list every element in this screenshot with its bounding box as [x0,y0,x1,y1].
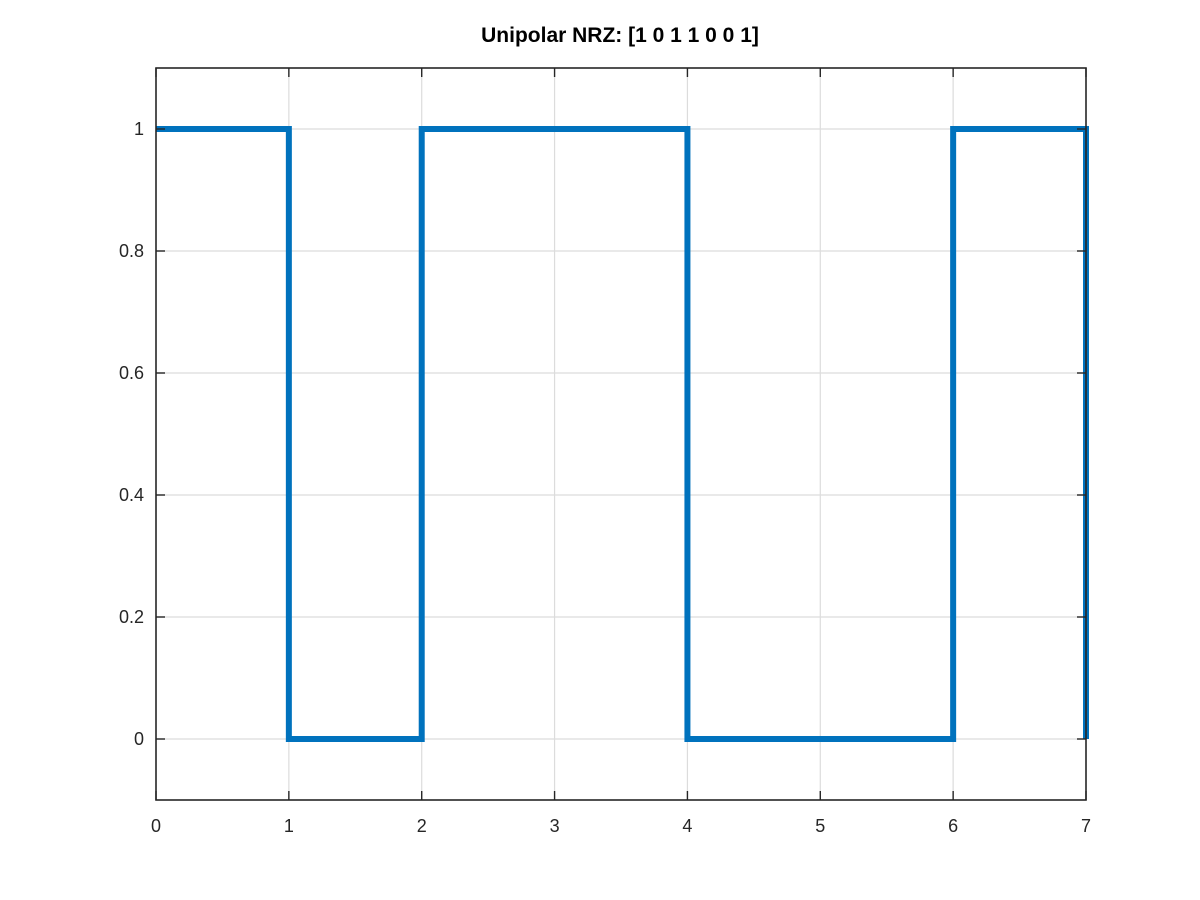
ticks [155,68,1087,800]
series-layer [156,126,1089,742]
y-tick-label: 1 [134,119,144,139]
x-tick-label: 1 [284,816,294,836]
y-tick-label: 0.8 [119,241,144,261]
signal-line [156,126,1089,742]
x-tick-label: 3 [550,816,560,836]
x-tick-label: 0 [151,816,161,836]
chart-title: Unipolar NRZ: [1 0 1 1 0 0 1] [481,24,759,47]
x-tick-label: 7 [1081,816,1091,836]
x-tick-label: 4 [682,816,692,836]
y-tick-label: 0.6 [119,363,144,383]
y-tick-label: 0.4 [119,485,144,505]
x-tick-label: 5 [815,816,825,836]
x-tick-label: 6 [948,816,958,836]
axes-box [155,67,1087,801]
plot-area-background [156,68,1086,800]
tick-labels: 0 1 2 3 4 5 6 7 0 0.2 0.4 0.6 0.8 1 [119,119,1091,836]
y-tick-label: 0.2 [119,607,144,627]
y-tick-label: 0 [134,729,144,749]
x-tick-label: 2 [417,816,427,836]
